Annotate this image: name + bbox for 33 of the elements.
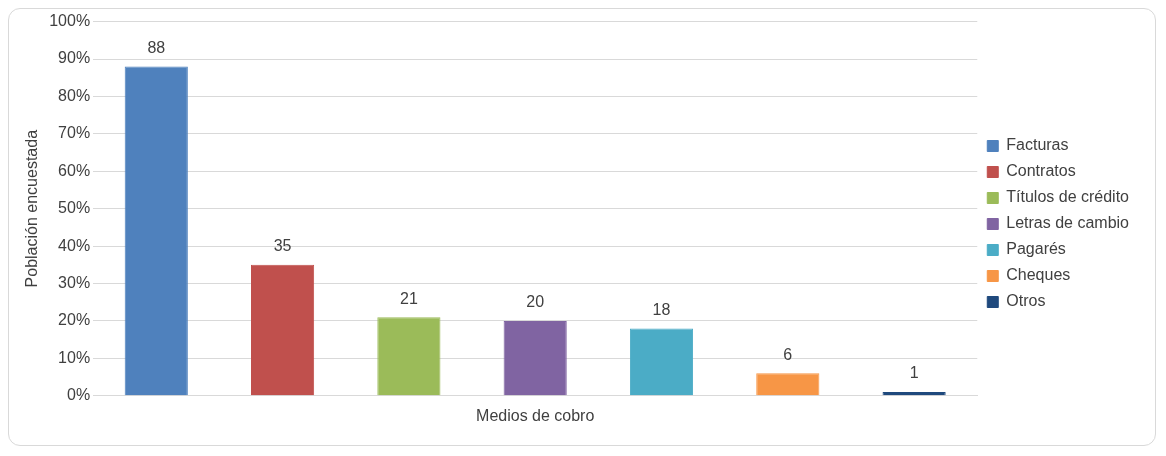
- bar: [377, 317, 441, 396]
- data-label: 88: [147, 38, 166, 56]
- data-label: 20: [526, 293, 545, 311]
- data-label: 35: [273, 237, 292, 255]
- legend-label: Otros: [1006, 292, 1046, 310]
- data-label: 6: [783, 345, 793, 363]
- y-tick-label: 10%: [58, 348, 91, 366]
- bar: [503, 320, 567, 396]
- y-tick-label: 30%: [58, 273, 91, 291]
- y-tick-label: 80%: [58, 86, 91, 104]
- legend-label: Letras de cambio: [1006, 214, 1130, 232]
- legend-label: Títulos de crédito: [1006, 188, 1130, 206]
- y-tick-label: 60%: [58, 161, 91, 179]
- legend-label: Facturas: [1006, 136, 1069, 154]
- y-tick-label: 70%: [58, 124, 91, 142]
- y-axis-title: Población encuestada: [23, 129, 41, 288]
- x-tick-label: Medios de cobro: [476, 406, 595, 424]
- data-label: 18: [652, 300, 671, 318]
- y-tick-label: 100%: [49, 12, 91, 30]
- y-tick-label: 90%: [58, 49, 91, 67]
- y-tick-label: 40%: [58, 236, 91, 254]
- bar: [756, 373, 820, 396]
- bar: [124, 66, 188, 396]
- data-label: 21: [399, 289, 418, 307]
- legend-label: Cheques: [1006, 266, 1071, 284]
- y-tick-label: 20%: [58, 311, 91, 329]
- legend-label: Contratos: [1006, 162, 1076, 180]
- y-tick-label: 0%: [67, 386, 91, 404]
- y-tick-label: 50%: [58, 199, 91, 217]
- legend-label: Pagarés: [1006, 240, 1066, 258]
- data-label: 1: [909, 364, 919, 382]
- bar: [251, 264, 315, 396]
- bar: [629, 328, 694, 396]
